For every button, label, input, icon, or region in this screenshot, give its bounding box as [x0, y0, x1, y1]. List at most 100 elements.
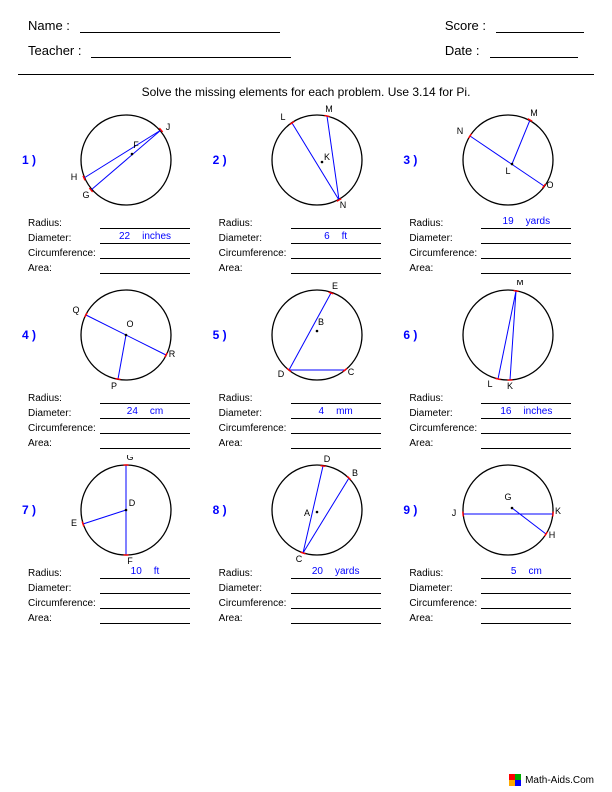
radius-blank: 19yards: [481, 217, 571, 229]
problem: 9 )JGKHRadius:5cmDiameter:Circumference:…: [403, 455, 590, 624]
diameter-blank: 16inches: [481, 407, 571, 419]
figure-row: 2 )MLKN: [213, 105, 400, 215]
area-blank: [100, 437, 190, 449]
svg-text:P: P: [111, 381, 117, 390]
circumference-label: Circumference:: [409, 248, 481, 259]
given-value: 4: [319, 406, 325, 417]
radius-blank: 10ft: [100, 567, 190, 579]
circumference-label: Circumference:: [28, 248, 100, 259]
diameter-label: Diameter:: [409, 233, 481, 244]
given-unit: yards: [526, 216, 550, 227]
diameter-label: Diameter:: [219, 408, 291, 419]
svg-text:C: C: [348, 367, 355, 377]
problem-number: 2 ): [213, 153, 235, 167]
svg-text:E: E: [332, 281, 338, 291]
diameter-row: Diameter:: [409, 232, 590, 244]
circle-diagram: MLK: [425, 280, 590, 390]
diameter-row: Diameter:: [28, 582, 209, 594]
radius-row: Radius:10ft: [28, 567, 209, 579]
radius-label: Radius:: [28, 218, 100, 229]
circle-diagram: JGKH: [425, 455, 590, 565]
answer-fields: Radius:20yardsDiameter:Circumference:Are…: [213, 567, 400, 624]
svg-text:H: H: [548, 530, 555, 540]
area-row: Area:: [219, 612, 400, 624]
given-unit: ft: [342, 231, 348, 242]
circumference-blank: [100, 597, 190, 609]
diameter-blank: [481, 582, 571, 594]
radius-label: Radius:: [409, 393, 481, 404]
radius-row: Radius:: [219, 392, 400, 404]
radius-row: Radius:: [219, 217, 400, 229]
area-label: Area:: [409, 263, 481, 274]
worksheet-header: Name : Teacher : Score : Date :: [0, 0, 612, 66]
given-unit: cm: [150, 406, 163, 417]
radius-label: Radius:: [219, 393, 291, 404]
radius-blank: [291, 217, 381, 229]
given-value: 5: [511, 566, 517, 577]
problem-number: 8 ): [213, 503, 235, 517]
diameter-label: Diameter:: [219, 583, 291, 594]
given-unit: cm: [528, 566, 541, 577]
teacher-blank: [91, 44, 291, 58]
circumference-row: Circumference:: [219, 422, 400, 434]
svg-text:M: M: [516, 280, 524, 287]
area-blank: [291, 437, 381, 449]
svg-text:F: F: [134, 140, 140, 150]
answer-fields: Radius:10ftDiameter:Circumference:Area:: [22, 567, 209, 624]
given-unit: inches: [142, 231, 171, 242]
problem: 8 )DBACRadius:20yardsDiameter:Circumfere…: [213, 455, 400, 624]
area-label: Area:: [28, 613, 100, 624]
svg-text:R: R: [169, 349, 176, 359]
circumference-blank: [100, 247, 190, 259]
svg-text:B: B: [352, 468, 358, 478]
area-label: Area:: [219, 438, 291, 449]
area-row: Area:: [28, 612, 209, 624]
area-blank: [100, 262, 190, 274]
circle-diagram: DBAC: [235, 455, 400, 565]
svg-text:K: K: [324, 152, 330, 162]
score-blank: [496, 19, 584, 33]
diameter-row: Diameter:6ft: [219, 232, 400, 244]
header-left: Name : Teacher :: [28, 18, 291, 58]
teacher-label: Teacher :: [28, 43, 81, 58]
name-field: Name :: [28, 18, 291, 33]
circle-diagram: GDEF: [44, 455, 209, 565]
area-row: Area:: [409, 262, 590, 274]
area-label: Area:: [28, 263, 100, 274]
circumference-blank: [481, 422, 571, 434]
date-field: Date :: [445, 43, 584, 58]
area-blank: [291, 612, 381, 624]
radius-row: Radius:: [28, 392, 209, 404]
area-blank: [291, 262, 381, 274]
answer-fields: Radius:Diameter:16inchesCircumference:Ar…: [403, 392, 590, 449]
radius-blank: [100, 217, 190, 229]
footer: Math-Aids.Com: [509, 774, 594, 786]
diameter-label: Diameter:: [28, 233, 100, 244]
diameter-row: Diameter:: [409, 582, 590, 594]
svg-text:H: H: [71, 172, 78, 182]
diameter-label: Diameter:: [28, 583, 100, 594]
given-value: 6: [324, 231, 330, 242]
circumference-blank: [481, 597, 571, 609]
circumference-row: Circumference:: [28, 422, 209, 434]
problem-number: 9 ): [403, 503, 425, 517]
circumference-label: Circumference:: [28, 598, 100, 609]
radius-row: Radius:19yards: [409, 217, 590, 229]
answer-fields: Radius:Diameter:24cmCircumference:Area:: [22, 392, 209, 449]
diameter-blank: [481, 232, 571, 244]
radius-label: Radius:: [28, 568, 100, 579]
area-label: Area:: [409, 613, 481, 624]
radius-label: Radius:: [409, 218, 481, 229]
svg-text:G: G: [127, 455, 134, 462]
problem-number: 6 ): [403, 328, 425, 342]
svg-text:L: L: [280, 112, 285, 122]
svg-text:J: J: [166, 122, 171, 132]
footer-text: Math-Aids.Com: [525, 775, 594, 786]
figure-row: 1 )JFHG: [22, 105, 209, 215]
diameter-row: Diameter:22inches: [28, 232, 209, 244]
area-row: Area:: [409, 437, 590, 449]
circumference-label: Circumference:: [28, 423, 100, 434]
given-unit: inches: [523, 406, 552, 417]
radius-label: Radius:: [409, 568, 481, 579]
given-unit: mm: [336, 406, 353, 417]
